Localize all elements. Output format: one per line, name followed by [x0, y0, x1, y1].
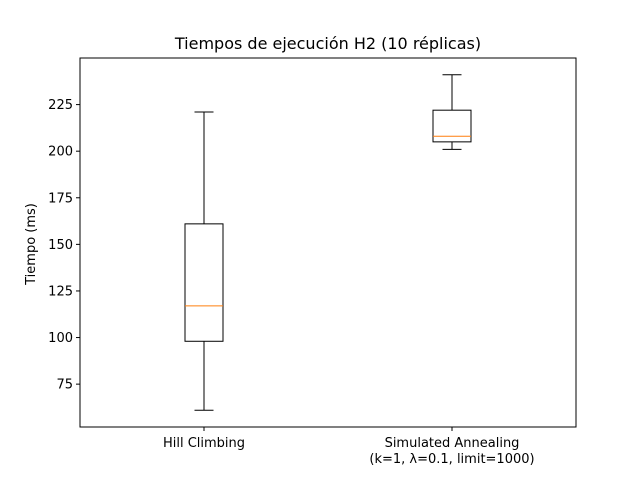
iqr-box: [184, 223, 224, 342]
y-tick-label: 75: [56, 378, 73, 393]
box-2: [432, 74, 472, 150]
plot-frame: [79, 57, 577, 428]
x-tick-label: Hill Climbing: [163, 436, 245, 451]
y-tick-label: 150: [48, 238, 73, 253]
y-tick-label: 100: [48, 331, 73, 346]
y-axis: 75 100 125 150 175 200 225: [48, 98, 80, 393]
x-tick-label: (k=1, λ=0.1, limit=1000): [369, 452, 534, 467]
boxes-group: [184, 74, 472, 411]
box-1: [184, 111, 224, 411]
y-tick-label: 125: [48, 284, 73, 299]
chart-title: Tiempos de ejecución H2 (10 réplicas): [174, 34, 481, 53]
x-axis: Hill Climbing Simulated Annealing(k=1, λ=…: [163, 427, 535, 467]
y-tick-label: 200: [48, 145, 73, 160]
y-tick-label: 225: [48, 98, 73, 113]
iqr-box: [432, 109, 472, 143]
y-tick-label: 175: [48, 191, 73, 206]
x-tick-label: Simulated Annealing: [385, 436, 520, 451]
y-axis-label: Tiempo (ms): [24, 203, 39, 286]
